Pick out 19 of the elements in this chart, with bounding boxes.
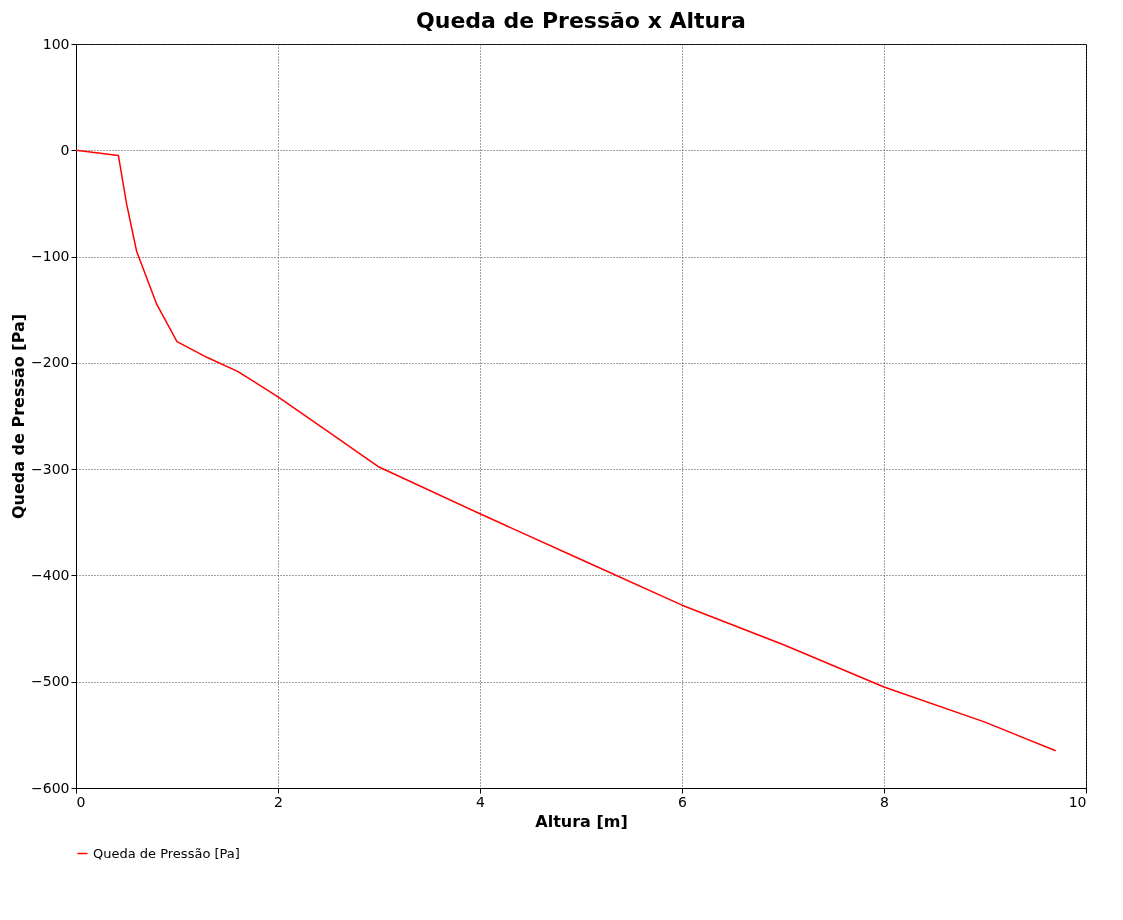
x-axis-title: Altura [m] <box>535 811 628 831</box>
x-tick-label: 0 <box>76 793 86 810</box>
y-tick-label: −100 <box>31 248 70 265</box>
line-series <box>75 149 1057 752</box>
y-tick-label: 100 <box>42 35 70 52</box>
x-tick-label: 2 <box>274 793 283 810</box>
y-tick-label: −600 <box>31 779 70 796</box>
y-tick-label: −400 <box>31 566 70 583</box>
y-tick-label: −500 <box>31 673 70 690</box>
x-tick-label: 10 <box>1068 793 1087 810</box>
y-tick-label: −300 <box>31 460 70 477</box>
legend-label: Queda de Pressão [Pa] <box>93 845 240 861</box>
chart-title: Queda de Pressão x Altura <box>416 8 746 33</box>
y-tick-label: −200 <box>31 354 70 371</box>
y-tick-label: 0 <box>60 141 70 158</box>
y-axis-title: Queda de Pressão [Pa] <box>9 313 29 520</box>
x-tick-label: 4 <box>476 793 486 810</box>
x-tick-label: 6 <box>678 793 688 810</box>
x-tick-label: 8 <box>880 793 889 810</box>
